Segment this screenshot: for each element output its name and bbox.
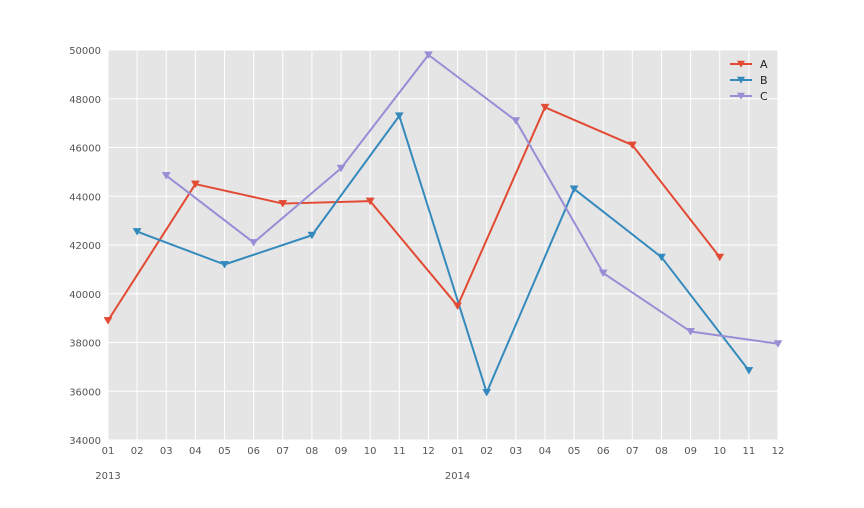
x-tick-label: 07 — [276, 446, 289, 457]
x-tick-label: 11 — [743, 446, 756, 457]
x-tick-label: 02 — [131, 446, 144, 457]
data-point-c — [686, 328, 696, 336]
y-tick-label: 44000 — [69, 192, 101, 203]
x-tick-label: 09 — [335, 446, 348, 457]
data-point-c — [336, 164, 346, 173]
y-tick-label: 48000 — [69, 95, 101, 106]
legend-marker-a — [737, 60, 745, 68]
legend: ABC — [730, 58, 768, 103]
x-tick-label: 12 — [422, 446, 435, 457]
data-point-b — [132, 228, 142, 236]
data-point-a — [540, 103, 550, 112]
y-tick-label: 36000 — [69, 387, 101, 398]
legend-label-a: A — [760, 58, 768, 71]
data-point-c — [511, 117, 521, 125]
y-tick-label: 38000 — [69, 339, 101, 350]
data-point-a — [365, 197, 375, 206]
data-point-c — [161, 172, 171, 180]
x-year-label: 2013 — [95, 471, 120, 482]
series-lines — [107, 53, 779, 394]
y-tick-label: 34000 — [69, 436, 101, 447]
x-tick-label: 04 — [189, 446, 202, 457]
data-point-b — [744, 367, 754, 375]
series-line-a — [107, 106, 721, 322]
x-tick-label: 01 — [451, 446, 464, 457]
data-point-a — [453, 302, 463, 311]
data-point-a — [278, 200, 288, 208]
x-tick-label: 05 — [218, 446, 231, 457]
x-tick-label: 01 — [102, 446, 115, 457]
x-tick-label: 10 — [364, 446, 377, 457]
x-tick-label: 02 — [480, 446, 493, 457]
x-tick-label: 12 — [772, 446, 785, 457]
data-point-b — [307, 231, 317, 240]
x-tick-label: 03 — [160, 446, 173, 457]
data-point-a — [715, 253, 725, 262]
x-tick-label: 07 — [626, 446, 639, 457]
x-tick-label: 09 — [684, 446, 697, 457]
data-point-b — [569, 185, 579, 194]
grid — [107, 49, 779, 441]
series-line-c — [165, 53, 779, 345]
data-point-b — [394, 112, 404, 120]
series-markers — [103, 51, 783, 397]
y-tick-label: 46000 — [69, 144, 101, 155]
x-tick-label: 06 — [247, 446, 260, 457]
x-tick-label: 10 — [713, 446, 726, 457]
x-tick-label: 11 — [393, 446, 406, 457]
data-point-c — [773, 340, 783, 348]
data-point-c — [598, 269, 608, 278]
data-point-b — [657, 253, 666, 262]
legend-marker-b — [737, 76, 745, 84]
y-tick-label: 50000 — [69, 46, 101, 57]
legend-label-b: B — [760, 74, 768, 87]
data-point-c — [423, 51, 433, 59]
legend-marker-c — [737, 92, 745, 100]
x-tick-label: 03 — [509, 446, 522, 457]
data-point-a — [190, 180, 200, 189]
y-tick-label: 40000 — [69, 290, 101, 301]
x-year-label: 2014 — [445, 471, 470, 482]
y-tick-label: 42000 — [69, 241, 101, 252]
series-line-b — [136, 114, 750, 394]
data-point-b — [220, 261, 229, 269]
data-point-a — [627, 141, 637, 150]
data-point-b — [482, 389, 492, 397]
x-tick-label: 08 — [306, 446, 319, 457]
x-axis: 01 02 03 04 05 06 07 08 09 10 11 12 01 02 03 04 05 06 07 08… — [95, 446, 784, 482]
legend-label-c: C — [760, 90, 768, 103]
x-tick-label: 05 — [568, 446, 581, 457]
x-tick-label: 04 — [539, 446, 552, 457]
data-point-c — [249, 239, 259, 247]
y-axis: 34000 36000 38000 40000 42000 44000 46000 48000… — [69, 46, 101, 447]
x-tick-label: 08 — [655, 446, 668, 457]
data-point-a — [103, 317, 113, 325]
x-tick-label: 06 — [597, 446, 610, 457]
